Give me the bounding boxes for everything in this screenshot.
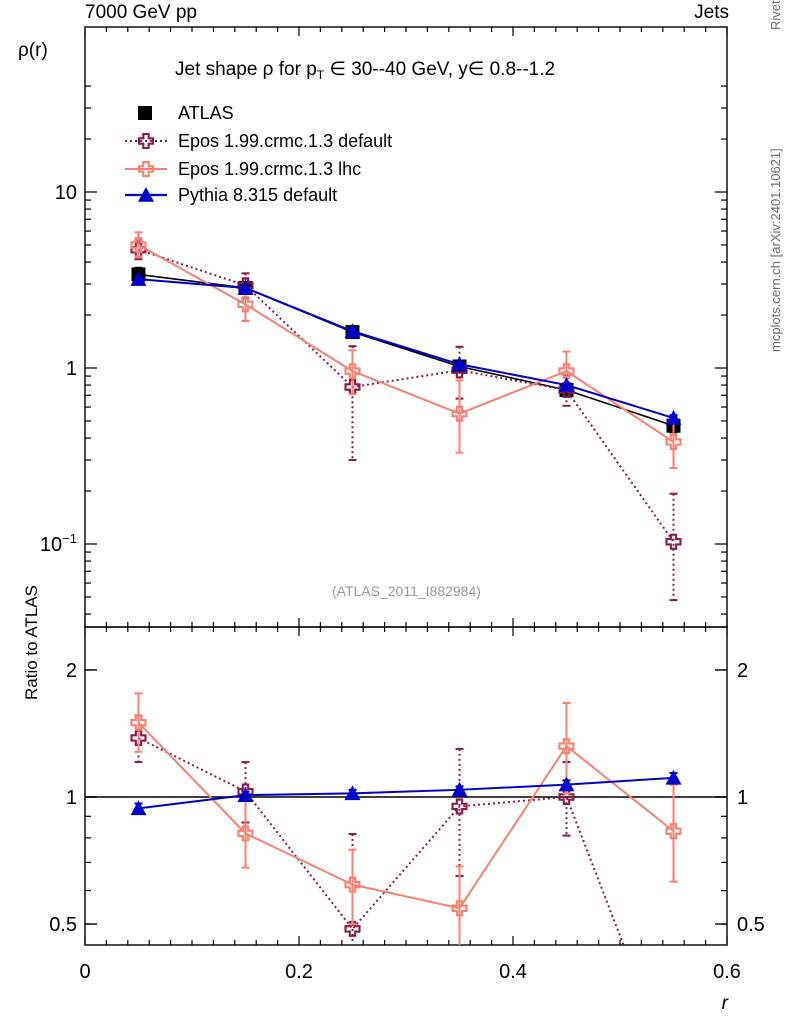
data-point-triangle bbox=[130, 800, 147, 816]
data-point-cross bbox=[130, 729, 147, 747]
data-point-cross bbox=[237, 825, 254, 842]
data-point-triangle bbox=[665, 409, 682, 425]
y-tick-label-ratio: 1 bbox=[66, 787, 77, 809]
data-point-cross bbox=[558, 738, 575, 755]
y-tick-label-ratio-right: 1 bbox=[737, 787, 748, 809]
header-beam-label: 7000 GeV pp bbox=[85, 2, 197, 23]
legend-marker-square bbox=[138, 106, 152, 120]
data-point-cross bbox=[451, 405, 468, 422]
plot-title: Jet shape ρ for pT ∈ 30--40 GeV, y∈ 0.8-… bbox=[175, 58, 556, 82]
legend-label: Pythia 8.315 default bbox=[178, 185, 337, 205]
x-tick-label: 0.2 bbox=[285, 961, 313, 983]
data-point-triangle bbox=[558, 377, 575, 392]
data-point-triangle bbox=[451, 781, 468, 797]
analysis-id-watermark: (ATLAS_2011_I882984) bbox=[332, 583, 481, 599]
data-point-triangle bbox=[130, 271, 147, 286]
data-point-cross bbox=[237, 296, 254, 313]
y-tick-label-ratio: 2 bbox=[66, 660, 77, 682]
y-tick-label-main: 10 bbox=[55, 182, 77, 204]
header-analysis-label: Jets bbox=[694, 2, 729, 23]
y-tick-label-ratio: 0.5 bbox=[49, 914, 77, 936]
data-point-cross bbox=[665, 533, 682, 550]
y-axis-label-main: ρ(r) bbox=[18, 40, 48, 61]
data-point-cross bbox=[665, 823, 682, 840]
legend-label: Epos 1.99.crmc.1.3 default bbox=[178, 131, 392, 151]
series-line bbox=[138, 273, 674, 427]
data-point-triangle bbox=[237, 787, 254, 802]
y-tick-label-ratio-right: 0.5 bbox=[737, 914, 765, 936]
y-tick-label-main: 10−1 bbox=[40, 531, 77, 556]
x-tick-label: 0.6 bbox=[713, 961, 741, 983]
data-point-triangle bbox=[558, 776, 575, 792]
data-point-cross bbox=[130, 236, 147, 254]
data-point-triangle bbox=[344, 785, 361, 801]
data-point-triangle bbox=[237, 279, 254, 295]
data-point-cross bbox=[558, 363, 575, 380]
data-point-cross bbox=[344, 363, 361, 380]
legend-label: Epos 1.99.crmc.1.3 lhc bbox=[178, 159, 361, 179]
x-tick-label: 0.4 bbox=[499, 961, 527, 983]
y-tick-label-main: 1 bbox=[66, 358, 77, 380]
legend-marker-triangle bbox=[138, 187, 154, 202]
data-point-cross bbox=[665, 433, 682, 451]
series-line bbox=[138, 244, 675, 443]
x-tick-label: 0 bbox=[79, 961, 90, 983]
data-point-cross bbox=[344, 920, 361, 937]
series-line bbox=[138, 737, 625, 945]
series-line bbox=[138, 776, 674, 810]
data-point-cross bbox=[344, 876, 361, 893]
series-line bbox=[137, 721, 675, 910]
legend-marker-cross bbox=[137, 132, 155, 150]
legend-marker-cross bbox=[137, 160, 155, 178]
data-point-triangle bbox=[665, 769, 682, 785]
y-tick-label-ratio-right: 2 bbox=[737, 660, 748, 682]
data-point-triangle bbox=[344, 323, 361, 338]
data-point-triangle bbox=[451, 356, 468, 372]
data-point-cross bbox=[130, 714, 147, 731]
data-point-cross bbox=[451, 798, 468, 815]
data-point-cross bbox=[451, 900, 468, 917]
legend-label: ATLAS bbox=[178, 103, 234, 123]
series-line bbox=[138, 278, 674, 419]
x-axis-label: r bbox=[721, 993, 728, 1014]
series-line bbox=[138, 248, 675, 543]
plot-title-pre: Jet shape ρ for p bbox=[175, 59, 317, 80]
plot-title-post: ∈ 30--40 GeV, y∈ 0.8--1.2 bbox=[324, 59, 556, 80]
plot-title-subscript: T bbox=[316, 68, 325, 82]
